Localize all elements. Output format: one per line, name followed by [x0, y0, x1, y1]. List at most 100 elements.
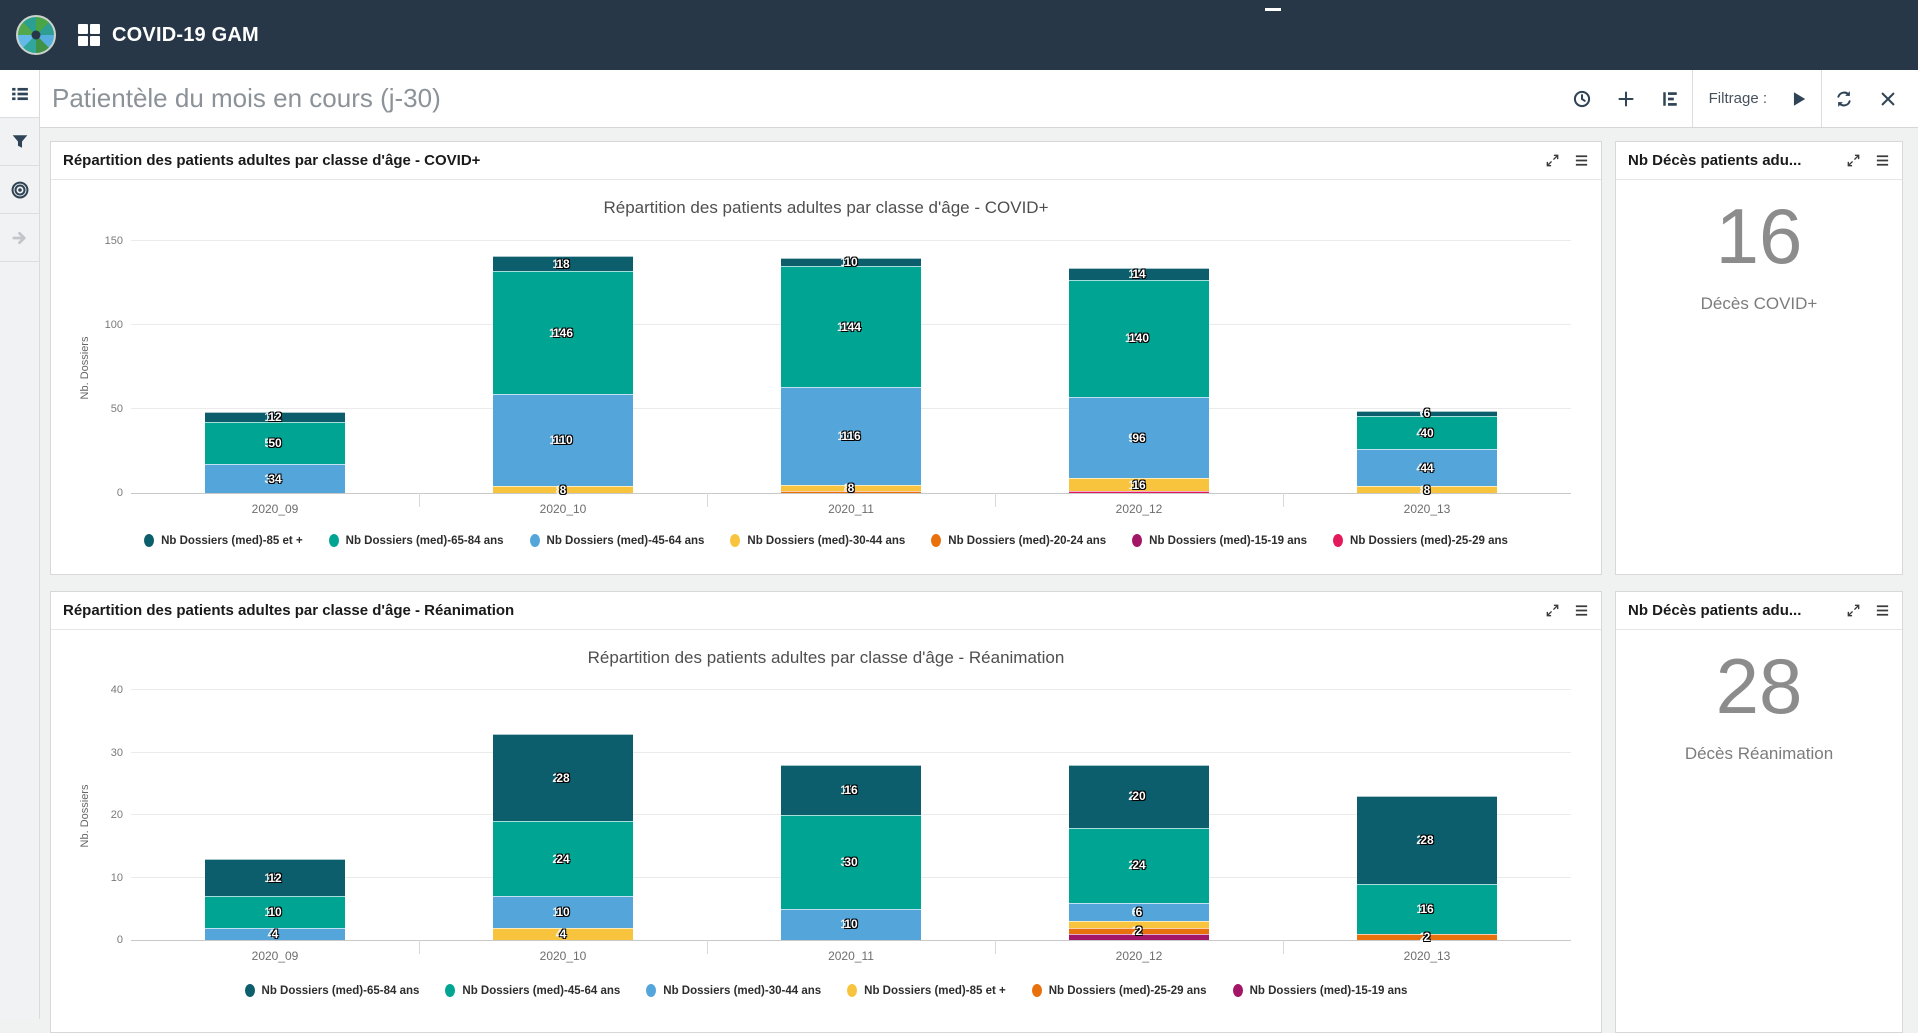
bar-segment[interactable]: 14: [1069, 268, 1209, 280]
bar-segment[interactable]: 8: [1357, 486, 1497, 493]
bar-segment[interactable]: 8: [493, 486, 633, 493]
legend-item[interactable]: Nb Dossiers (med)-15-19 ans: [1132, 534, 1307, 547]
legend-label: Nb Dossiers (med)-65-84 ans: [262, 985, 420, 997]
add-panel-button[interactable]: [1604, 70, 1648, 127]
legend-item[interactable]: Nb Dossiers (med)-30-44 ans: [730, 534, 905, 547]
bar-segment[interactable]: 110: [493, 394, 633, 486]
panel-menu-button[interactable]: [1574, 153, 1589, 168]
sidebar-item-collapse[interactable]: [0, 214, 39, 262]
close-button[interactable]: [1866, 70, 1910, 127]
bar-segment[interactable]: 2: [1357, 934, 1497, 940]
bar-segment[interactable]: 50: [205, 422, 345, 464]
bar-segment[interactable]: 16: [1069, 478, 1209, 491]
expand-panel-button[interactable]: [1846, 603, 1861, 618]
legend-item[interactable]: Nb Dossiers (med)-25-29 ans: [1333, 534, 1508, 547]
bar-value-label: 16: [781, 784, 921, 796]
refresh-button[interactable]: [1822, 70, 1866, 127]
bar-value-label: 116: [781, 430, 921, 442]
legend-label: Nb Dossiers (med)-15-19 ans: [1149, 535, 1307, 547]
bar-segment[interactable]: 4: [493, 928, 633, 941]
bar-segment[interactable]: [1069, 921, 1209, 927]
legend-item[interactable]: Nb Dossiers (med)-45-64 ans: [445, 984, 620, 997]
bar-segment[interactable]: 44: [1357, 449, 1497, 486]
legend-item[interactable]: Nb Dossiers (med)-30-44 ans: [646, 984, 821, 997]
legend-item[interactable]: Nb Dossiers (med)-45-64 ans: [530, 534, 705, 547]
bar-value-label: 146: [493, 327, 633, 339]
legend-item[interactable]: Nb Dossiers (med)-15-19 ans: [1233, 984, 1408, 997]
bar-segment[interactable]: 144: [781, 266, 921, 387]
bar-segment[interactable]: 4: [205, 928, 345, 941]
bar-segment[interactable]: 30: [781, 815, 921, 909]
bar-segment[interactable]: 2: [1069, 928, 1209, 934]
time-picker-button[interactable]: [1560, 70, 1604, 127]
sidebar-item-filter[interactable]: [0, 118, 39, 166]
legend-color-dot: [329, 534, 339, 547]
bar-segment[interactable]: [781, 491, 921, 493]
bullseye-icon: [11, 181, 29, 199]
legend-label: Nb Dossiers (med)-20-24 ans: [948, 535, 1106, 547]
expand-panel-button[interactable]: [1846, 153, 1861, 168]
legend-item[interactable]: Nb Dossiers (med)-65-84 ans: [329, 534, 504, 547]
bar-value-label: 10: [781, 918, 921, 930]
bar-segment[interactable]: 34: [205, 464, 345, 493]
bar-value-label: 28: [493, 772, 633, 784]
bar-segment[interactable]: 16: [1357, 884, 1497, 934]
bar-value-label: 4: [493, 928, 633, 940]
bar-segment[interactable]: 6: [1357, 411, 1497, 416]
bar-segment[interactable]: 18: [493, 256, 633, 271]
panel-menu-button[interactable]: [1574, 603, 1589, 618]
bar-segment[interactable]: 12: [205, 859, 345, 897]
bar-segment[interactable]: 24: [493, 821, 633, 896]
bar-segment[interactable]: [1069, 491, 1209, 493]
panel-menu-button[interactable]: [1875, 153, 1890, 168]
run-filter-button[interactable]: [1777, 70, 1821, 127]
legend-label: Nb Dossiers (med)-45-64 ans: [547, 535, 705, 547]
panel-title: Répartition des patients adultes par cla…: [63, 152, 1531, 169]
legend-color-dot: [1233, 984, 1243, 997]
legend-item[interactable]: Nb Dossiers (med)-25-29 ans: [1032, 984, 1207, 997]
bar-segment[interactable]: 10: [205, 896, 345, 927]
bar-segment[interactable]: 8: [781, 485, 921, 492]
expand-panel-button[interactable]: [1545, 603, 1560, 618]
stacked-bar-2020_11: 10 30 16: [781, 765, 921, 940]
bar-segment[interactable]: 96: [1069, 397, 1209, 478]
expand-panel-button[interactable]: [1545, 153, 1560, 168]
legend-item[interactable]: Nb Dossiers (med)-65-84 ans: [245, 984, 420, 997]
bar-segment[interactable]: 140: [1069, 280, 1209, 398]
legend-item[interactable]: Nb Dossiers (med)-85 et +: [144, 534, 303, 547]
bar-segment[interactable]: 28: [1357, 796, 1497, 884]
y-tick-label: 30: [69, 746, 123, 760]
bar-segment[interactable]: 20: [1069, 765, 1209, 828]
bar-segment[interactable]: 10: [493, 896, 633, 927]
bar-segment[interactable]: 40: [1357, 416, 1497, 450]
bar-segment[interactable]: [1069, 934, 1209, 940]
layout-button[interactable]: [1648, 70, 1692, 127]
bar-segment[interactable]: 146: [493, 271, 633, 394]
bar-segment[interactable]: 24: [1069, 828, 1209, 903]
panel-menu-button[interactable]: [1875, 603, 1890, 618]
bar-segment[interactable]: 28: [493, 734, 633, 822]
bar-segment[interactable]: 16: [781, 765, 921, 815]
bar-value-label: 34: [205, 473, 345, 485]
app-logo-icon[interactable]: [16, 15, 56, 55]
bar-segment[interactable]: 10: [781, 909, 921, 940]
sidebar-item-target[interactable]: [0, 166, 39, 214]
bar-segment[interactable]: 12: [205, 412, 345, 422]
apps-grid-icon[interactable]: [78, 24, 100, 46]
hamburger-menu-icon: [1574, 603, 1589, 618]
y-tick-label: 20: [69, 808, 123, 822]
bar-segment[interactable]: 6: [1069, 903, 1209, 922]
legend-item[interactable]: Nb Dossiers (med)-85 et +: [847, 984, 1006, 997]
bar-segment[interactable]: 10: [781, 258, 921, 266]
y-tick-label: 10: [69, 871, 123, 885]
sidebar-item-dashboards[interactable]: [0, 70, 39, 118]
legend-item[interactable]: Nb Dossiers (med)-20-24 ans: [931, 534, 1106, 547]
x-category-label: 2020_09: [131, 502, 419, 516]
bar-segment[interactable]: 116: [781, 387, 921, 484]
